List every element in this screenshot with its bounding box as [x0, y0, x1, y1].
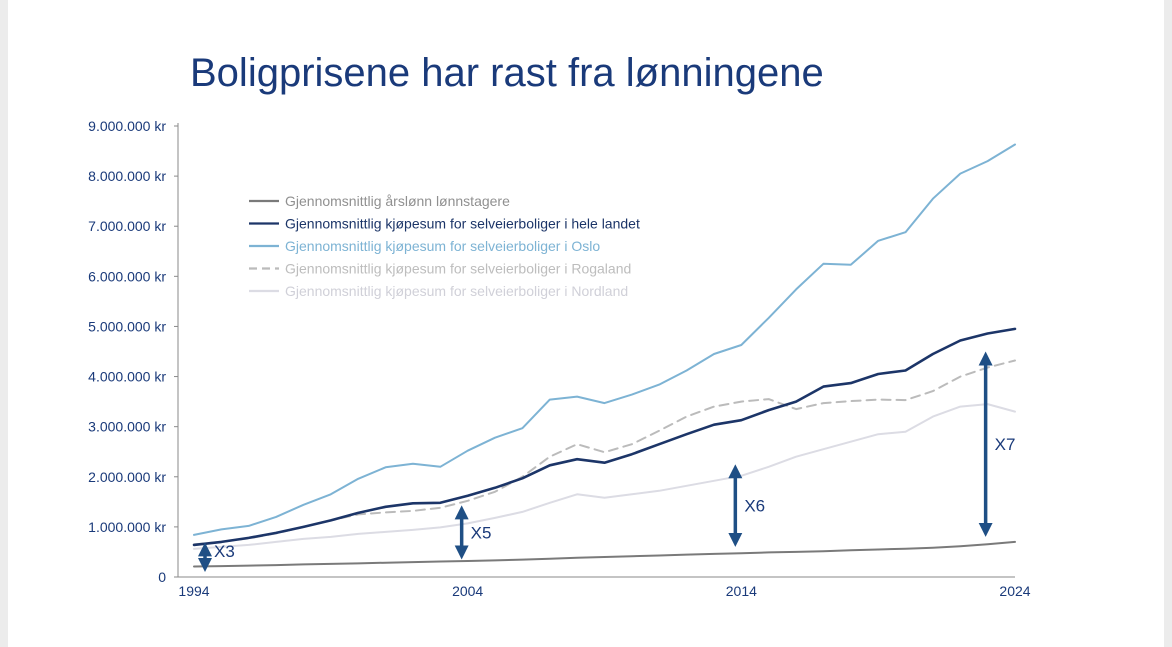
x-tick-label: 2004	[452, 583, 483, 599]
annotations: X3 X5 X6 X7	[198, 351, 1016, 572]
x-tick-label: 1994	[178, 583, 209, 599]
multiplier-label: X7	[995, 435, 1016, 454]
legend-label: Gjennomsnittlig årslønn lønnstagere	[285, 193, 510, 209]
slide: Boligprisene har rast fra lønningene 0 1.…	[8, 0, 1164, 647]
y-tick-label: 7.000.000 kr	[88, 218, 166, 234]
x-tick-label: 2024	[999, 583, 1030, 599]
y-tick-label: 6.000.000 kr	[88, 268, 166, 284]
y-tick-label: 3.000.000 kr	[88, 419, 166, 435]
series-line	[193, 143, 1016, 536]
series-line	[193, 540, 1016, 568]
y-tick-label: 0	[158, 569, 166, 585]
y-tick-label: 1.000.000 kr	[88, 519, 166, 535]
x-tick-labels: 1994 2004 2014 2024	[178, 583, 1030, 599]
legend: Gjennomsnittlig årslønn lønnstagere Gjenn…	[249, 193, 640, 299]
series-lines	[192, 143, 1017, 568]
y-tick-label: 9.000.000 kr	[88, 118, 166, 134]
axes	[177, 123, 1015, 578]
y-tick-labels: 0 1.000.000 kr 2.000.000 kr 3.000.000 kr 4.0…	[88, 118, 178, 585]
multiplier-label: X5	[471, 523, 492, 542]
series-line	[193, 359, 1016, 546]
series-line	[193, 403, 1016, 550]
chart: Boligprisene har rast fra lønningene 0 1.…	[88, 51, 1031, 599]
multiplier-label: X6	[744, 497, 765, 516]
legend-label: Gjennomsnittlig kjøpesum for selveierbol…	[285, 261, 631, 277]
y-tick-label: 2.000.000 kr	[88, 469, 166, 485]
legend-label: Gjennomsnittlig kjøpesum for selveierbol…	[285, 283, 628, 299]
x-tick-label: 2014	[726, 583, 757, 599]
multiplier-label: X3	[214, 542, 235, 561]
y-tick-label: 8.000.000 kr	[88, 168, 166, 184]
y-tick-label: 5.000.000 kr	[88, 318, 166, 334]
y-tick-label: 4.000.000 kr	[88, 369, 166, 385]
legend-label: Gjennomsnittlig kjøpesum for selveierbol…	[285, 216, 640, 232]
chart-title: Boligprisene har rast fra lønningene	[190, 51, 824, 95]
legend-label: Gjennomsnittlig kjøpesum for selveierbol…	[285, 238, 600, 254]
series-line	[192, 327, 1017, 547]
